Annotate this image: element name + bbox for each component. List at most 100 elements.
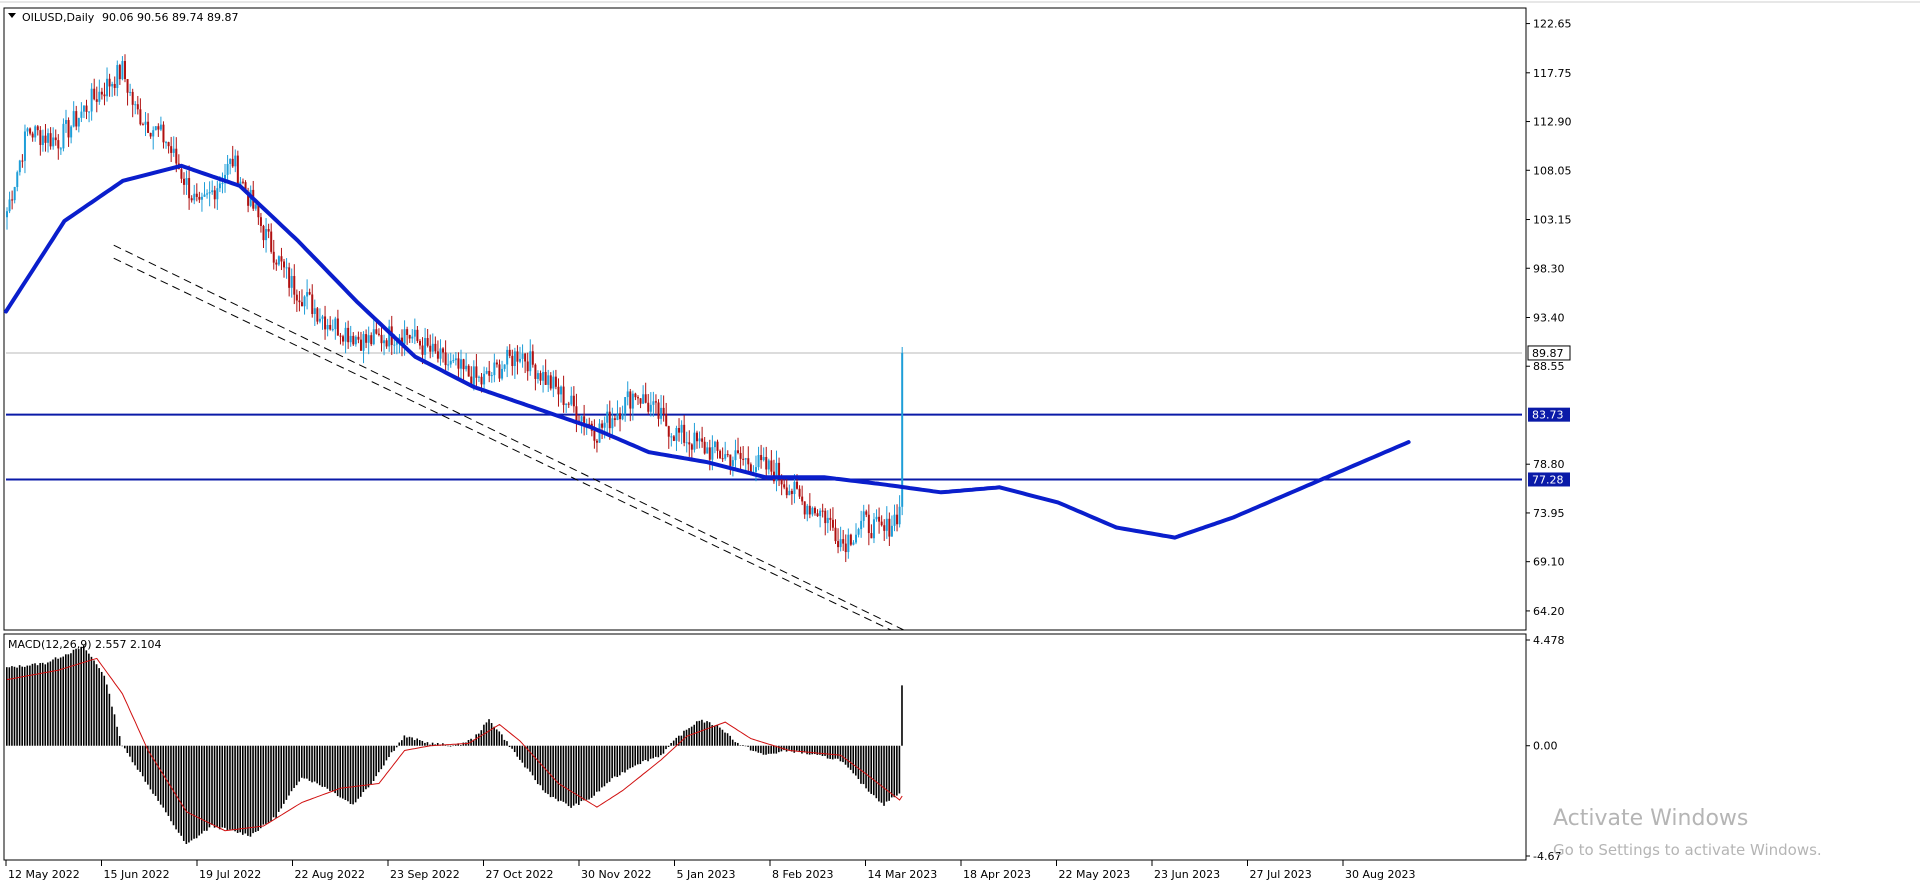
current-price-label-box — [1527, 345, 1571, 361]
macd-histogram-bar — [644, 745, 647, 761]
macd-histogram-bar — [257, 745, 259, 831]
candle-body — [685, 442, 688, 444]
collapse-arrow-icon[interactable] — [8, 13, 16, 18]
candle-body — [644, 394, 647, 403]
macd-histogram-bar — [662, 745, 665, 754]
macd-histogram-bar — [64, 654, 67, 746]
macd-histogram-bar — [44, 664, 47, 746]
candle-body — [508, 349, 511, 356]
macd-histogram-bar — [385, 745, 388, 761]
candle-body — [188, 178, 191, 199]
candle-body — [141, 124, 144, 126]
macd-histogram-bar — [519, 745, 521, 760]
macd-histogram-bar — [490, 723, 493, 746]
candle-body — [708, 447, 711, 460]
candle-body — [529, 351, 532, 372]
macd-histogram-bar — [855, 745, 857, 776]
macd-histogram-bar — [713, 725, 716, 746]
macd-histogram-bar — [16, 667, 18, 746]
macd-histogram-bar — [275, 745, 277, 818]
candle-body — [631, 393, 634, 409]
macd-histogram-bar — [421, 740, 424, 746]
candle-body — [118, 65, 121, 80]
macd-histogram-bar — [837, 745, 839, 759]
macd-histogram-bar — [503, 739, 506, 746]
candle-body — [898, 506, 901, 525]
macd-histogram-bar — [652, 745, 654, 759]
candle-body — [108, 78, 111, 87]
candle-body — [239, 181, 242, 185]
candle-body — [747, 458, 750, 465]
candle-body — [280, 256, 283, 262]
macd-histogram-bar — [313, 745, 316, 782]
candle-body — [67, 120, 70, 138]
macd-histogram-bar — [534, 745, 536, 781]
time-axis-label: 30 Aug 2023 — [1345, 868, 1415, 881]
candle-body — [121, 61, 124, 80]
candle-body — [365, 334, 368, 343]
macd-histogram-bar — [872, 745, 875, 796]
candle-body — [454, 358, 457, 361]
candle-body — [670, 436, 673, 438]
macd-histogram-bar — [762, 745, 765, 755]
macd-histogram-bar — [570, 745, 572, 808]
candle-body — [724, 454, 727, 459]
candle-body — [901, 352, 904, 507]
candle-body — [13, 187, 16, 201]
candle-body — [713, 441, 716, 448]
candle-body — [395, 341, 398, 345]
candle-body — [11, 199, 14, 201]
candle-body — [495, 362, 498, 365]
macd-histogram-bar — [821, 745, 824, 757]
macd-histogram-bar — [878, 745, 880, 802]
candle-body — [29, 128, 32, 134]
macd-histogram-bar — [488, 719, 490, 746]
candle-body — [488, 370, 491, 376]
macd-histogram-bar — [749, 745, 752, 751]
candle-body — [426, 338, 429, 346]
candle-body — [75, 111, 78, 127]
candle-body — [803, 501, 806, 515]
macd-histogram-bar — [790, 745, 793, 752]
candle-body — [444, 352, 447, 366]
macd-histogram-bar — [272, 745, 275, 818]
macd-histogram-bar — [236, 745, 239, 833]
macd-histogram-bar — [649, 745, 652, 759]
candle-body — [421, 345, 424, 355]
macd-histogram-bar — [406, 737, 408, 746]
macd-histogram-bar — [380, 745, 383, 770]
candle-body — [867, 514, 870, 534]
candle-body — [554, 376, 557, 387]
candle-body — [526, 361, 529, 372]
current-price-label: 89.87 — [1532, 347, 1564, 360]
candle-body — [855, 534, 858, 543]
macd-histogram-bar — [49, 661, 52, 746]
macd-histogram-bar — [229, 745, 231, 830]
macd-histogram-bar — [824, 745, 826, 756]
candle-body — [88, 111, 91, 113]
candle-body — [883, 525, 886, 531]
candle-body — [711, 447, 714, 460]
macd-histogram-bar — [729, 735, 731, 746]
macd-histogram-bar — [767, 745, 770, 754]
macd-histogram-bar — [583, 745, 585, 801]
candle-body — [624, 397, 627, 415]
macd-histogram-bar — [200, 745, 203, 834]
candle-body — [370, 335, 373, 345]
candle-body — [354, 336, 357, 345]
candle-body — [783, 484, 786, 488]
macd-histogram-bar — [670, 742, 672, 746]
candle-body — [485, 370, 488, 374]
macd-histogram-bar — [182, 745, 185, 841]
macd-histogram-bar — [552, 745, 554, 797]
macd-histogram-bar — [221, 745, 224, 828]
macd-histogram-bar — [485, 722, 488, 746]
macd-histogram-bar — [162, 745, 165, 808]
macd-histogram-bar — [580, 745, 583, 802]
macd-histogram-bar — [90, 656, 93, 746]
macd-histogram-bar — [898, 745, 901, 794]
time-axis-label: 18 Apr 2023 — [963, 868, 1031, 881]
candle-body — [82, 105, 85, 112]
candle-body — [860, 520, 863, 530]
candle-body — [31, 133, 34, 138]
